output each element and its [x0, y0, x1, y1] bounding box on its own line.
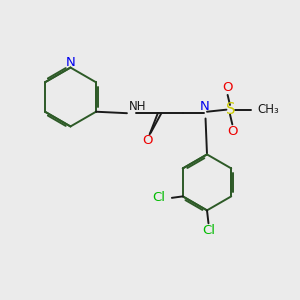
- Text: O: O: [222, 81, 233, 94]
- Text: Cl: Cl: [202, 224, 215, 238]
- Text: NH: NH: [129, 100, 147, 113]
- Text: N: N: [66, 56, 75, 69]
- Text: N: N: [200, 100, 209, 113]
- Text: Cl: Cl: [152, 191, 165, 204]
- Text: O: O: [142, 134, 152, 147]
- Text: S: S: [226, 102, 235, 117]
- Text: O: O: [227, 125, 238, 138]
- Text: CH₃: CH₃: [258, 103, 279, 116]
